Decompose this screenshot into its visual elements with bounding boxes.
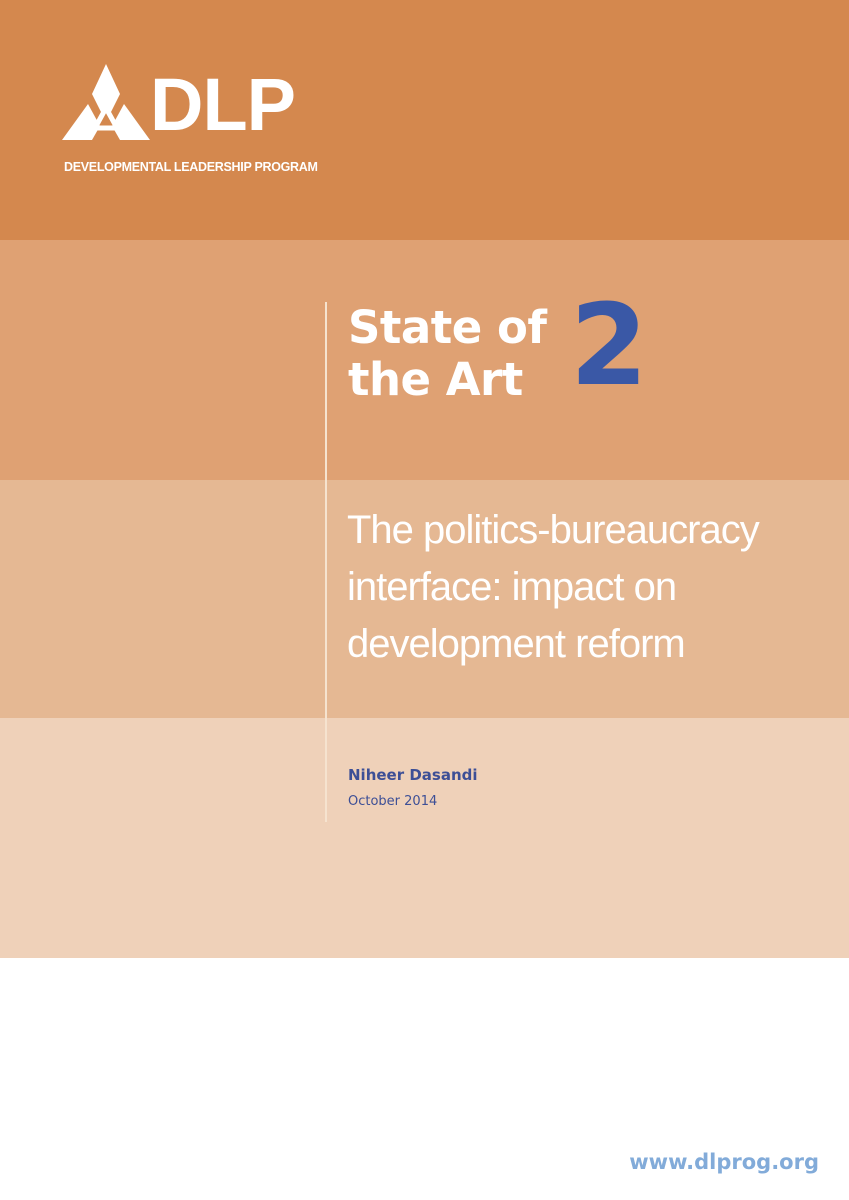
document-title: The politics-bureaucracy interface: impa…: [347, 502, 760, 673]
title-line-3: development reform: [347, 622, 686, 666]
divider-line: [325, 302, 327, 822]
title-line-1: The politics-bureaucracy: [347, 508, 760, 552]
publication-date: October 2014: [348, 794, 438, 809]
logo-tagline: DEVELOPMENTAL LEADERSHIP PROGRAM: [64, 160, 318, 174]
series-band: [0, 240, 849, 480]
author-name: Niheer Dasandi: [348, 766, 478, 784]
series-line-2: the Art: [348, 353, 523, 406]
title-line-2: interface: impact on: [347, 565, 677, 609]
dlp-logo-icon: [62, 64, 150, 140]
author-band: [0, 718, 849, 958]
header-band: [0, 0, 849, 240]
series-line-1: State of: [348, 301, 547, 354]
title-band: [0, 480, 849, 718]
series-title: State of the Art: [348, 301, 547, 406]
series-number: 2: [570, 281, 648, 411]
website-link[interactable]: www.dlprog.org: [629, 1150, 819, 1174]
logo-wordmark: DLP: [150, 63, 296, 146]
